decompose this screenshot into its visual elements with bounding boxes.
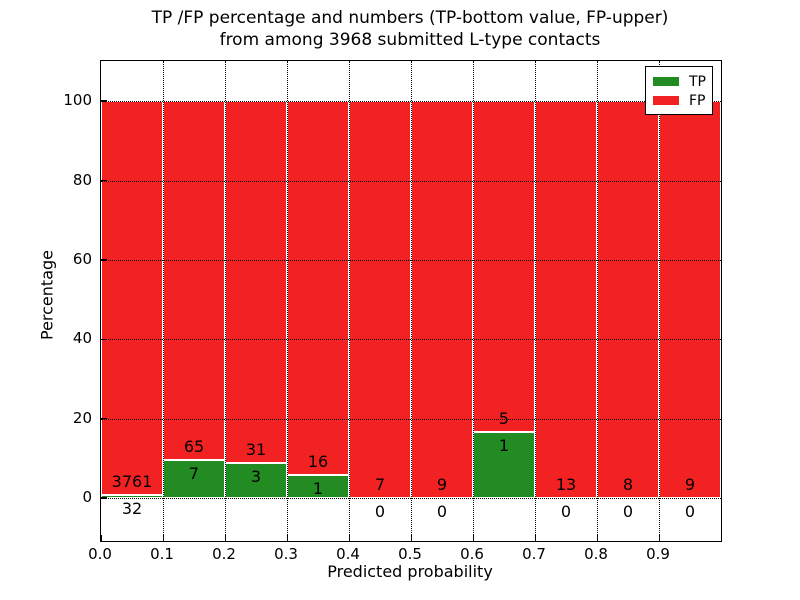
bar-fp-3 xyxy=(287,101,349,475)
tp-count-label: 0 xyxy=(374,502,386,522)
x-axis-label: Predicted probability xyxy=(327,562,493,581)
tp-count-label: 0 xyxy=(436,502,448,522)
y-tick-40 xyxy=(101,338,107,341)
tp-legend-swatch-icon xyxy=(653,77,679,86)
y-tick-label-100: 100 xyxy=(63,91,92,110)
bar-tp-6 xyxy=(473,431,535,499)
gridline-v-0.6 xyxy=(473,61,474,541)
x-tick-0.8 xyxy=(596,535,598,541)
x-tick-0.4 xyxy=(348,535,350,541)
y-tick-label-0: 0 xyxy=(82,488,92,507)
x-tick-label-0.9: 0.9 xyxy=(646,545,670,563)
tp-count-label: 7 xyxy=(188,463,200,483)
tp-count-label: 3 xyxy=(250,467,262,487)
tp-count-label: 1 xyxy=(498,435,510,455)
x-tick-label-0.3: 0.3 xyxy=(274,545,298,563)
fp-count-label: 31 xyxy=(245,440,267,460)
fp-count-label: 5 xyxy=(498,408,510,428)
x-tick-0.5 xyxy=(410,535,412,541)
y-tick-label-40: 40 xyxy=(72,329,92,348)
y-tick-80 xyxy=(101,179,107,182)
x-tick-0.3 xyxy=(286,535,288,541)
fp-count-label: 9 xyxy=(436,475,448,495)
fp-count-label: 16 xyxy=(307,451,329,471)
x-tick-label-0.0: 0.0 xyxy=(88,545,112,563)
fp-count-label: 7 xyxy=(374,475,386,495)
y-tick-60 xyxy=(101,259,107,261)
chart-title-line1: TP /FP percentage and numbers (TP-bottom… xyxy=(151,8,669,28)
bar-fp-9 xyxy=(659,101,721,499)
bars-layer xyxy=(101,61,721,541)
ticks-layer xyxy=(100,61,721,541)
fp-count-label: 65 xyxy=(183,436,205,456)
x-tick-0.9 xyxy=(658,535,660,541)
y-tick-100 xyxy=(101,100,107,102)
y-tick-20 xyxy=(101,417,107,420)
bar-tp-1 xyxy=(163,459,225,499)
x-tick-0.6 xyxy=(472,535,474,541)
fp-legend-label: FP xyxy=(689,92,706,109)
x-tick-label-0.2: 0.2 xyxy=(212,545,236,563)
gridline-v-0.5 xyxy=(411,61,412,541)
bar-fp-2 xyxy=(225,101,287,464)
x-tick-0.0 xyxy=(100,535,102,541)
grid-layer xyxy=(101,61,721,541)
fp-count-label: 13 xyxy=(555,475,577,495)
bar-fp-0 xyxy=(101,101,163,495)
gridline-v-0.4 xyxy=(349,61,350,541)
fp-legend-swatch-icon xyxy=(653,96,679,105)
gridline-v-0.8 xyxy=(597,61,598,541)
tp-count-label: 32 xyxy=(121,498,143,518)
x-tick-label-0.5: 0.5 xyxy=(398,545,422,563)
tp-count-label: 0 xyxy=(684,502,696,522)
fp-count-label: 8 xyxy=(622,475,634,495)
bar-fp-5 xyxy=(411,101,473,499)
tp-count-label: 0 xyxy=(622,502,634,522)
bar-tp-0 xyxy=(101,494,163,499)
y-tick-label-60: 60 xyxy=(72,249,92,268)
y-tick-label-80: 80 xyxy=(72,170,92,189)
bar-fp-6 xyxy=(473,101,535,432)
bar-labels-layer: 3761 32 65 7 31 3 16 1 7 0 9 0 5 1 13 0 8 0 9 0 xyxy=(101,61,721,541)
x-tick-0.1 xyxy=(162,535,164,541)
gridline-v-0.7 xyxy=(535,61,536,541)
plot-area: 3761 32 65 7 31 3 16 1 7 0 9 0 5 1 13 0 8 0 9 0 xyxy=(100,60,722,542)
gridline-v-0.9 xyxy=(659,61,660,541)
legend-item-fp: FP xyxy=(646,91,712,110)
y-tick-label-20: 20 xyxy=(72,408,92,427)
tp-count-label: 1 xyxy=(312,478,324,498)
x-tick-label-0.4: 0.4 xyxy=(336,545,360,563)
x-tick-labels: 0.0 0.1 0.2 0.3 0.4 0.5 0.6 0.7 0.8 0.9 xyxy=(88,545,720,565)
x-tick-label-0.8: 0.8 xyxy=(584,545,608,563)
fp-count-label: 9 xyxy=(684,475,696,495)
tp-count-label: 0 xyxy=(560,502,572,522)
gridline-v-0.3 xyxy=(287,61,288,541)
gridline-v-0.2 xyxy=(225,61,226,541)
x-tick-label-0.6: 0.6 xyxy=(460,545,484,563)
x-tick-label-0.1: 0.1 xyxy=(150,545,174,563)
chart-title-line2: from among 3968 submitted L-type contact… xyxy=(219,30,601,50)
x-tick-label-0.7: 0.7 xyxy=(522,545,546,563)
x-tick-0.2 xyxy=(224,535,226,541)
x-tick-0.7 xyxy=(534,535,536,541)
y-tick-0 xyxy=(101,497,107,499)
gridline-v-0.1 xyxy=(163,61,164,541)
y-tick-labels: 0 20 40 60 80 100 xyxy=(0,60,92,540)
tp-legend-label: TP xyxy=(689,73,706,90)
fp-count-label: 3761 xyxy=(111,471,153,491)
legend: TP FP xyxy=(645,66,713,115)
chart-title: TP /FP percentage and numbers (TP-bottom… xyxy=(100,7,720,51)
legend-item-tp: TP xyxy=(646,72,712,91)
